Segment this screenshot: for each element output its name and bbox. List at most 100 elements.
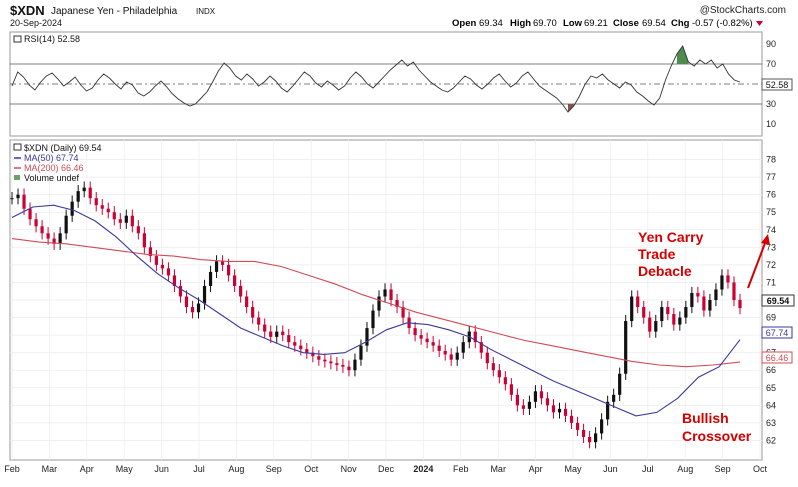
price-bar: [293, 335, 297, 352]
price-bar-body: [281, 331, 285, 336]
price-tick-label: 69: [766, 313, 776, 323]
price-bar: [22, 188, 26, 215]
price-bar-body: [100, 205, 104, 209]
price-bar: [509, 378, 513, 401]
price-bar-body: [636, 296, 640, 308]
x-tick-label: Feb: [4, 464, 20, 474]
legend-price: $XDN (Daily) 69.54: [24, 143, 102, 153]
price-bar-body: [130, 215, 134, 227]
x-tick-label: Jun: [154, 464, 169, 474]
price-bar-body: [118, 219, 122, 223]
price-bar: [648, 311, 652, 338]
price-bar: [581, 423, 586, 444]
price-bar-body: [293, 342, 297, 346]
price-bar: [208, 265, 213, 293]
price-bar: [642, 300, 646, 324]
price-bar-body: [563, 408, 568, 416]
price-bar-body: [263, 324, 267, 332]
price-tick-label: 76: [766, 190, 776, 200]
price-bar-body: [166, 268, 171, 276]
price-bar-body: [275, 331, 279, 337]
price-bar: [299, 339, 303, 356]
x-tick-label: May: [564, 464, 582, 474]
price-bar: [329, 355, 333, 370]
price-bar: [539, 385, 544, 405]
price-bar-body: [353, 359, 357, 371]
rsi-gridlines: [10, 63, 762, 105]
price-bar-body: [257, 317, 261, 325]
price-bar: [70, 195, 74, 222]
price-bar: [160, 258, 165, 275]
price-bar-body: [383, 289, 387, 297]
chart-symbol: $XDN: [10, 3, 45, 18]
price-bar: [335, 357, 339, 372]
price-legend-icon: [13, 143, 22, 151]
price-bar: [214, 255, 219, 279]
price-bar: [106, 202, 110, 219]
price-bar-body: [726, 275, 730, 283]
price-bar-body: [82, 187, 86, 192]
price-bar-body: [148, 247, 152, 257]
price-bar-body: [413, 328, 417, 336]
price-bar-body: [365, 328, 369, 346]
price-bar: [281, 325, 285, 342]
x-tick-label: Aug: [228, 464, 244, 474]
price-bar-body: [124, 215, 128, 223]
chart-date: 20-Sep-2024: [10, 18, 62, 28]
price-bar: [196, 297, 201, 319]
price-bar: [636, 290, 640, 314]
price-bar: [88, 181, 92, 205]
rsi-legend-label: RSI(14) 52.58: [24, 34, 80, 44]
price-bar-body: [335, 363, 339, 365]
price-bar: [172, 269, 177, 293]
price-bar-body: [732, 282, 736, 300]
price-bar-body: [515, 394, 519, 406]
rsi-last-value: 52.58: [766, 80, 789, 90]
price-bar: [401, 300, 405, 324]
price-bar: [600, 413, 604, 440]
price-bar: [245, 290, 249, 314]
yen-carry-line-1: Yen Carry: [638, 229, 704, 245]
price-bar: [455, 346, 459, 366]
price-bar: [353, 353, 357, 377]
price-bar: [287, 328, 291, 349]
price-bar: [425, 332, 429, 349]
price-bar: [341, 358, 345, 373]
price-tick-label: 66: [766, 365, 776, 375]
x-tick-label: Sep: [715, 464, 731, 474]
price-bar: [702, 290, 706, 317]
rsi-tick-label: 70: [766, 59, 776, 69]
price-bar: [100, 199, 104, 215]
price-bar-body: [479, 342, 483, 353]
price-bar-body: [22, 194, 26, 209]
price-bar: [569, 409, 574, 430]
price-bar-body: [569, 415, 574, 423]
price-bar-body: [311, 352, 315, 357]
bullish-line-2: Crossover: [682, 428, 752, 444]
price-bar-body: [269, 331, 273, 337]
price-bar: [395, 293, 399, 314]
low-label: Low: [563, 18, 583, 29]
price-bar-body: [642, 307, 646, 318]
price-bar-body: [630, 296, 634, 322]
rsi-tick-label: 10: [766, 119, 776, 129]
price-bar: [690, 286, 694, 314]
price-bar-body: [473, 331, 477, 343]
price-bar-body: [389, 289, 393, 300]
price-bar-body: [371, 310, 375, 329]
price-bar-body: [347, 366, 351, 371]
price-bar: [461, 335, 465, 359]
price-bar: [178, 279, 183, 303]
price-bar: [311, 346, 315, 363]
rsi-overbought-fill: [676, 46, 689, 64]
price-bar: [497, 364, 501, 384]
price-bar-body: [106, 208, 110, 213]
price-bar-body: [461, 342, 465, 353]
price-bar-body: [112, 212, 116, 220]
price-bar-body: [581, 429, 586, 437]
price-bar-body: [28, 208, 32, 220]
price-bar-body: [419, 335, 423, 339]
price-bars: [10, 181, 742, 449]
price-bar: [419, 328, 423, 345]
